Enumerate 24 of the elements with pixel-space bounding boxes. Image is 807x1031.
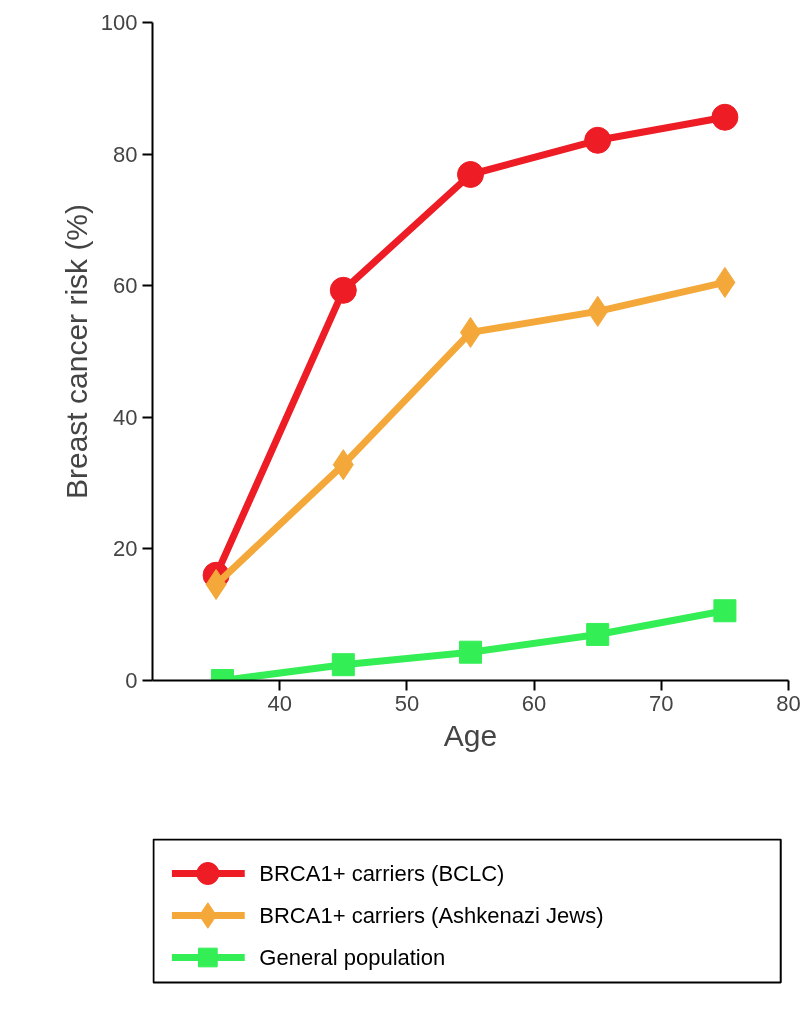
y-tick-label: 0 (125, 668, 138, 693)
legend-label: BRCA1+ carriers (BCLC) (259, 861, 505, 886)
point (713, 599, 737, 623)
y-tick-label: 60 (113, 273, 138, 299)
legend-label: General population (259, 945, 446, 970)
y-tick-label: 40 (113, 404, 138, 430)
point (329, 276, 357, 304)
y-tick-label: 20 (113, 536, 138, 562)
x-tick-label: 60 (521, 690, 547, 716)
x-tick-label: 70 (649, 690, 674, 716)
y-tick-label: 100 (100, 10, 138, 35)
point (711, 103, 739, 131)
point (586, 622, 610, 646)
x-axis-title: Age (443, 718, 498, 752)
point (331, 653, 355, 677)
point (459, 640, 482, 664)
point (584, 126, 612, 154)
y-tick-label: 80 (113, 141, 138, 167)
point (457, 161, 484, 188)
x-tick-label: 80 (776, 690, 801, 716)
y-axis-title: Breast cancer risk (%) (59, 203, 93, 500)
legend-label: BRCA1+ carriers (Ashkenazi Jews) (259, 903, 604, 928)
x-tick-label: 40 (267, 690, 292, 716)
x-tick-label: 50 (394, 690, 420, 716)
